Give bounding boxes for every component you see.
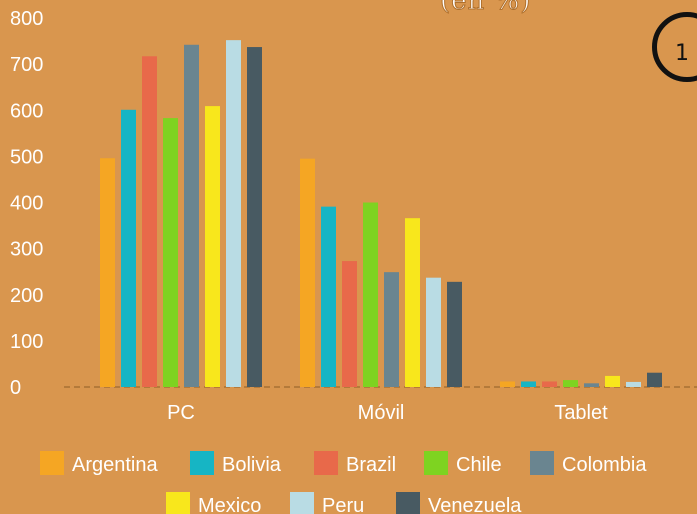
x-tick-label-1: Móvil — [358, 402, 405, 424]
legend-label-venezuela: Venezuela — [428, 495, 522, 514]
badge-circle: 1 — [652, 12, 697, 82]
y-tick-label-4: 400 — [10, 193, 43, 215]
y-tick-label-7: 700 — [10, 54, 43, 76]
y-tick-label-1: 100 — [10, 331, 43, 353]
legend-swatch-mexico — [166, 492, 190, 514]
bar-tablet-venezuela — [647, 372, 662, 387]
legend-swatch-venezuela — [396, 492, 420, 514]
legend-label-bolivia: Bolivia — [222, 454, 282, 476]
bar-móvil-venezuela — [447, 281, 462, 387]
legend-label-argentina: Argentina — [72, 454, 158, 476]
bar-pc-brazil — [142, 56, 157, 387]
bar-móvil-chile — [363, 202, 378, 387]
bar-pc-bolivia — [121, 109, 136, 387]
legend-label-brazil: Brazil — [346, 454, 396, 476]
chart-title-fragment: (en %) — [439, 0, 532, 17]
legend-swatch-argentina — [40, 451, 64, 475]
y-tick-label-0: 0 — [10, 377, 21, 399]
bar-pc-mexico — [205, 106, 220, 387]
bar-móvil-argentina — [300, 158, 315, 387]
bar-pc-colombia — [184, 44, 199, 387]
bar-móvil-mexico — [405, 218, 420, 387]
bar-tablet-mexico — [605, 375, 620, 387]
bar-móvil-brazil — [342, 261, 357, 387]
bar-tablet-brazil — [542, 381, 557, 387]
bar-móvil-bolivia — [321, 206, 336, 387]
bar-tablet-bolivia — [521, 381, 536, 387]
legend-swatch-peru — [290, 492, 314, 514]
x-tick-label-2: Tablet — [554, 402, 608, 424]
bar-móvil-colombia — [384, 272, 399, 387]
legend-swatch-brazil — [314, 451, 338, 475]
legend-label-peru: Peru — [322, 495, 364, 514]
legend-swatch-chile — [424, 451, 448, 475]
bar-pc-chile — [163, 118, 178, 387]
legend-swatch-colombia — [530, 451, 554, 475]
y-tick-label-3: 300 — [10, 239, 43, 261]
legend-label-colombia: Colombia — [562, 454, 647, 476]
y-tick-label-5: 500 — [10, 146, 43, 168]
bar-tablet-chile — [563, 380, 578, 387]
badge-label: 1 — [675, 41, 689, 66]
bar-pc-argentina — [100, 158, 115, 387]
bar-tablet-peru — [626, 381, 641, 387]
bar-tablet-colombia — [584, 383, 599, 387]
legend-label-mexico: Mexico — [198, 495, 261, 514]
bar-móvil-peru — [426, 277, 441, 387]
y-tick-label-6: 600 — [10, 100, 43, 122]
bar-pc-peru — [226, 40, 241, 387]
y-tick-label-2: 200 — [10, 285, 43, 307]
bar-pc-venezuela — [247, 47, 262, 388]
bar-tablet-argentina — [500, 381, 515, 387]
y-tick-label-8: 800 — [10, 8, 43, 30]
legend-label-chile: Chile — [456, 454, 502, 476]
x-tick-label-0: PC — [167, 402, 195, 424]
legend-swatch-bolivia — [190, 451, 214, 475]
